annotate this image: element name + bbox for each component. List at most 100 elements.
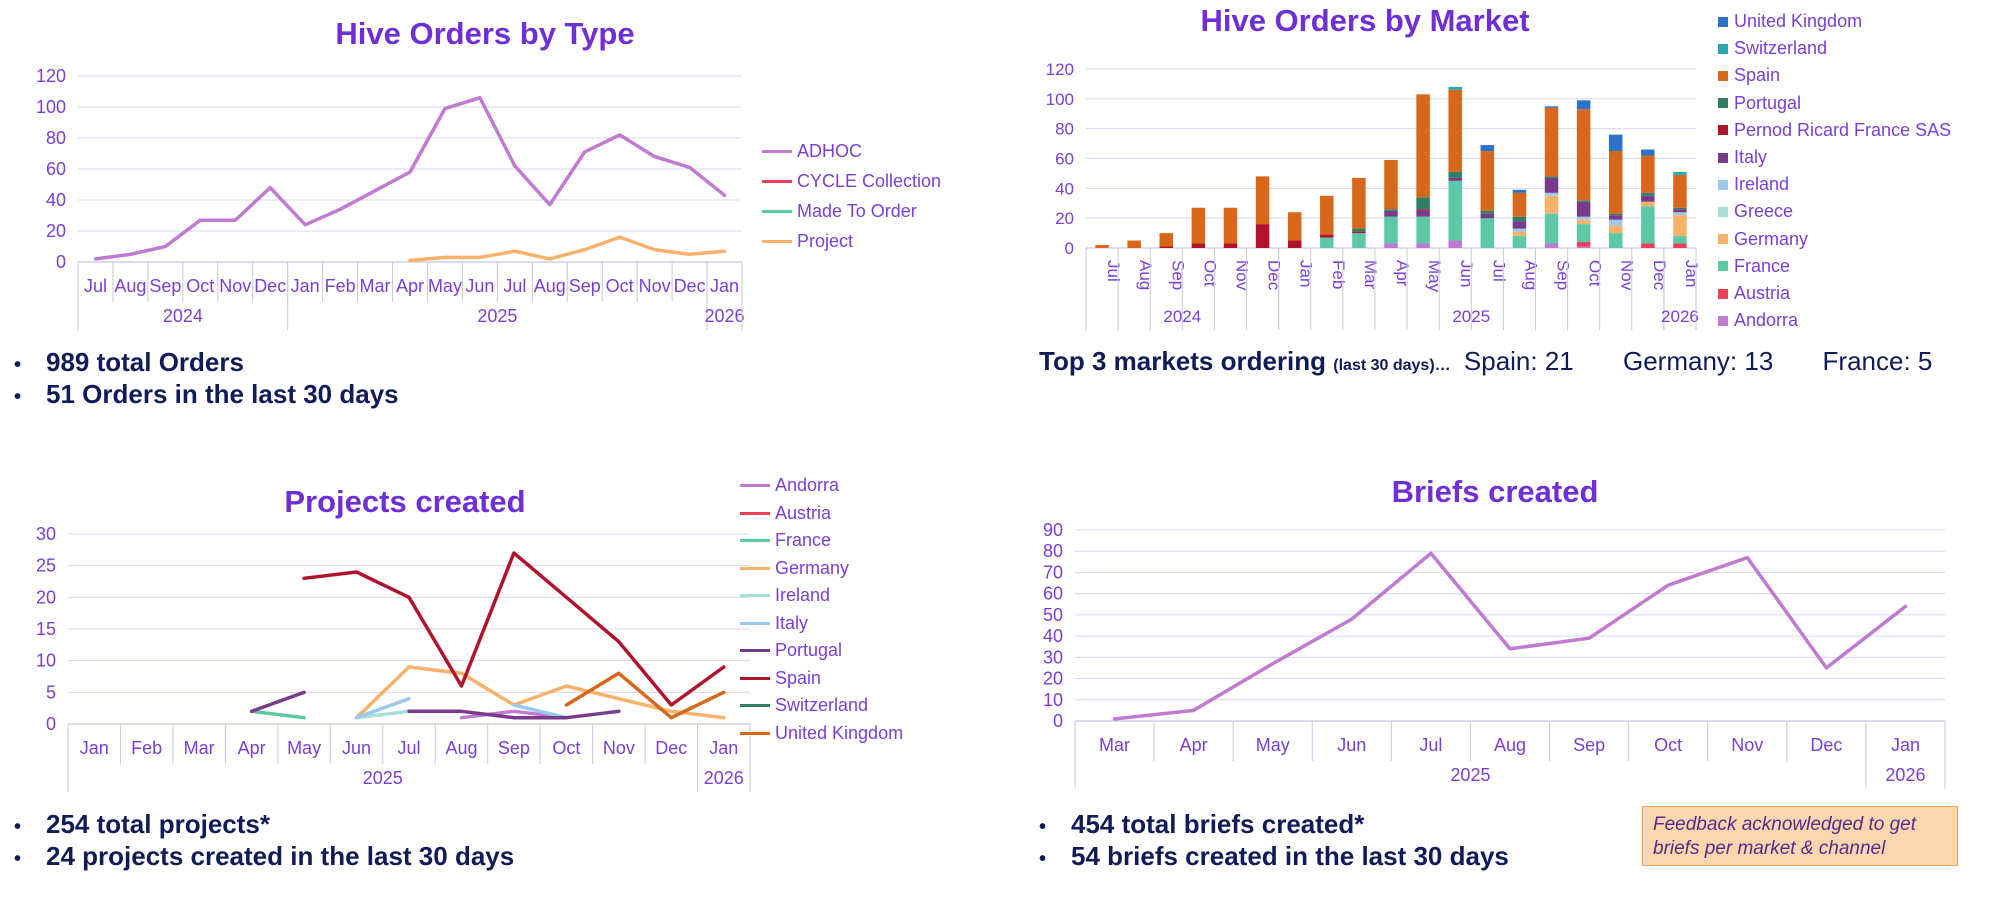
orders-market-bar-germany — [1608, 225, 1623, 234]
orders-market-ytick-label: 100 — [1046, 90, 1074, 109]
orders-market-bar-italy — [1480, 213, 1495, 219]
orders-market-legend-swatch — [1718, 234, 1728, 245]
orders-type-legend-item: ADHOC — [762, 141, 862, 162]
projects-30days-bullet: • 24 projects created in the last 30 days — [14, 841, 515, 871]
orders-30days-text: 51 Orders in the last 30 days — [46, 379, 399, 409]
briefs-xtick-label: Apr — [1180, 735, 1208, 755]
projects-legend-swatch — [740, 676, 770, 680]
projects-line-spain — [302, 551, 726, 707]
orders-by-type-title: Hive Orders by Type — [335, 16, 635, 51]
orders-market-bar-spain — [1673, 174, 1687, 208]
orders-market-bar-pernod-ricard-france-sas — [1159, 246, 1174, 248]
orders-market-bar-france — [1384, 216, 1398, 244]
projects-xtick-label: Jun — [342, 738, 371, 758]
orders-market-legend-item: Switzerland — [1718, 38, 1827, 59]
orders-market-xtick-label: May — [1425, 260, 1444, 293]
orders-type-line-project — [408, 235, 727, 263]
projects-line-italy — [512, 703, 569, 720]
orders-type-legend-swatch — [762, 180, 792, 183]
orders-market-bar-united-kingdom — [1641, 149, 1655, 156]
orders-market-bar-france — [1448, 180, 1462, 241]
orders-market-bar-andorra — [1384, 243, 1398, 248]
orders-market-legend-label: Pernod Ricard France SAS — [1734, 119, 1952, 140]
orders-market-bar-pernod-ricard-france-sas — [1320, 234, 1334, 238]
briefs-ytick-label: 70 — [1043, 562, 1063, 582]
orders-market-bar-portugal — [1512, 216, 1527, 222]
orders-market-bar-spain — [1641, 155, 1655, 193]
projects-ytick-label: 30 — [36, 524, 56, 544]
orders-market-bar-pernod-ricard-france-sas — [1255, 224, 1270, 248]
briefs-ytick-label: 90 — [1043, 520, 1063, 540]
orders-market-bar-italy — [1544, 177, 1559, 193]
orders-type-xtick-label: Aug — [534, 276, 566, 296]
orders-market-legend-label: Portugal — [1734, 92, 1802, 113]
orders-market-bar-spain — [1608, 151, 1623, 214]
orders-market-bar-switzerland — [1448, 86, 1462, 90]
projects-line-andorra — [459, 709, 569, 720]
orders-market-bar-spain — [1352, 177, 1366, 229]
projects-legend-item: France — [740, 530, 831, 551]
orders-market-bar-spain — [1512, 192, 1527, 217]
orders-market-legend-swatch — [1718, 43, 1728, 54]
orders-by-market-title: Hive Orders by Market — [1200, 3, 1530, 38]
projects-legend-item: Switzerland — [740, 695, 868, 716]
orders-market-ytick-label: 20 — [1055, 209, 1074, 228]
orders-market-year-label: 2026 — [1661, 307, 1699, 326]
projects-legend-swatch — [740, 594, 770, 597]
projects-legend-label: Germany — [775, 557, 850, 578]
projects-line-united-kingdom — [564, 671, 726, 720]
orders-market-bar-andorra — [1544, 243, 1559, 248]
orders-type-xtick-label: Oct — [606, 276, 634, 296]
top3-market-1: Spain: 21 — [1463, 346, 1574, 376]
orders-market-ytick-label: 80 — [1055, 120, 1074, 139]
orders-type-legend-item: CYCLE Collection — [762, 171, 941, 192]
orders-market-ytick-label: 40 — [1055, 179, 1074, 198]
briefs-xtick-label: Jan — [1891, 735, 1920, 755]
orders-market-bar-italy — [1608, 215, 1623, 220]
projects-legend-label: United Kingdom — [775, 722, 904, 743]
orders-market-bar-portugal — [1641, 192, 1655, 196]
projects-legend-label: Spain — [775, 667, 822, 688]
orders-type-xtick-label: Dec — [674, 276, 706, 296]
orders-market-bar-spain — [1255, 176, 1270, 225]
projects-legend-item: Italy — [740, 613, 808, 634]
projects-legend-swatch — [740, 731, 770, 735]
orders-market-bar-united-kingdom — [1576, 100, 1591, 110]
orders-market-bar-switzerland — [1673, 171, 1687, 175]
orders-market-xtick-label: Sep — [1168, 260, 1187, 290]
projects-xtick-label: Feb — [131, 738, 162, 758]
orders-market-bar-france — [1576, 224, 1591, 243]
orders-market-bar-germany — [1544, 195, 1559, 214]
orders-market-bar-pernod-ricard-france-sas — [1223, 243, 1238, 248]
orders-market-xtick-label: Aug — [1136, 260, 1155, 290]
briefs-ytick-label: 60 — [1043, 584, 1063, 604]
orders-market-bar-andorra — [1576, 246, 1591, 248]
orders-type-xtick-label: Jul — [84, 276, 107, 296]
orders-market-bar-italy — [1641, 195, 1655, 202]
orders-market-ytick-label: 0 — [1065, 239, 1074, 258]
orders-market-bar-france — [1673, 236, 1687, 244]
orders-market-bar-spain — [1223, 207, 1238, 244]
feedback-note: Feedback acknowledged to get briefs per … — [1642, 806, 1958, 866]
orders-market-bar-france — [1352, 233, 1366, 248]
briefs-xtick-label: Sep — [1573, 735, 1605, 755]
projects-xtick-label: Aug — [445, 738, 477, 758]
orders-market-year-label: 2025 — [1452, 307, 1490, 326]
orders-type-ytick-label: 40 — [46, 190, 66, 210]
orders-market-ytick-label: 120 — [1046, 60, 1074, 79]
orders-market-bar-france — [1641, 206, 1655, 244]
orders-market-legend-item: Austria — [1718, 283, 1790, 304]
orders-type-legend-label: ADHOC — [797, 141, 863, 161]
orders-market-legend-label: Switzerland — [1734, 38, 1828, 59]
orders-market-bar-spain — [1095, 245, 1109, 248]
projects-xtick-label: Sep — [498, 738, 530, 758]
orders-market-legend-swatch — [1718, 16, 1728, 27]
orders-market-bar-andorra — [1448, 240, 1462, 248]
briefs-xtick-label: Oct — [1654, 735, 1682, 755]
orders-market-bar-portugal — [1416, 197, 1430, 210]
briefs-year-label: 2025 — [1450, 765, 1490, 785]
orders-type-xtick-label: Jul — [503, 276, 526, 296]
orders-type-ytick-label: 60 — [46, 159, 66, 179]
projects-legend-label: Austria — [775, 502, 832, 523]
orders-market-xtick-label: Apr — [1393, 260, 1412, 287]
